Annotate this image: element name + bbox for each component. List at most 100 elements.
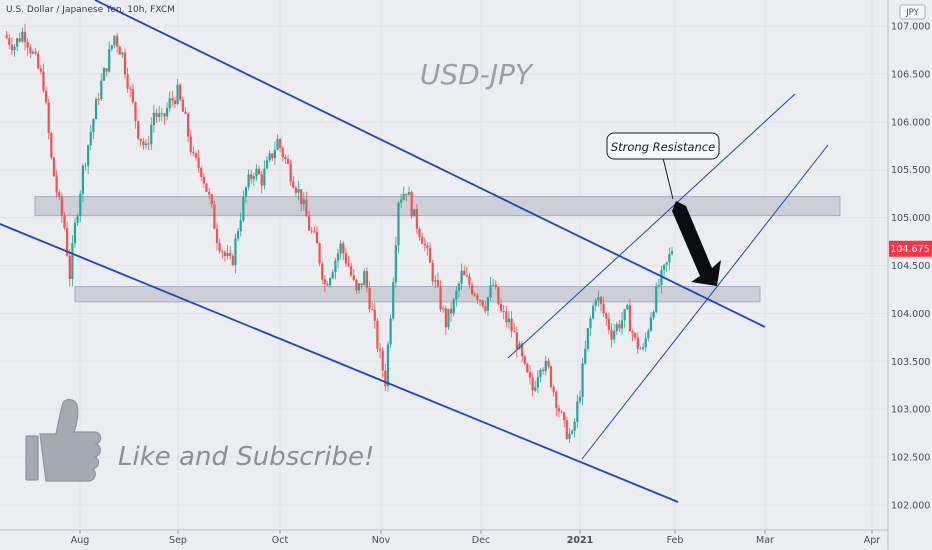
candle-body [263,168,266,186]
candle-body [68,255,71,280]
candle-body [378,348,382,351]
candle-body [300,189,303,205]
upper-channel-line[interactable] [94,0,766,328]
candle-body [137,121,140,139]
candle-body [570,430,574,434]
candle-body [189,136,192,152]
candle-body [205,183,208,192]
lower-channel-line[interactable] [0,223,679,503]
candle-body [565,420,568,439]
candle-body [520,343,524,357]
time-tick-label: Sep [169,535,187,546]
currency-badge-box[interactable] [899,4,926,20]
candle-body [160,113,163,115]
candle-body [289,163,292,182]
price-zone[interactable] [34,196,841,217]
rising-channel-lower[interactable] [581,144,829,460]
price-tick-label: 105.500 [891,165,930,176]
candle-body [58,192,61,197]
candle-body [513,331,516,333]
candle-body [457,283,461,291]
candle-body [223,252,227,257]
candle-body [92,119,95,133]
time-tick-label: Nov [372,535,391,546]
candle-body [236,231,240,239]
candle-body [436,280,440,287]
callout-box [606,132,720,160]
candle-body [234,238,237,265]
symbol-label[interactable]: U.S. Dollar / Japanese Yen, 10h, FXCM [6,5,175,15]
candle-body [597,297,600,301]
candle-body [544,360,547,372]
candle-body [163,113,166,117]
candle-body [373,309,376,321]
candle-body [250,174,253,179]
candle-body [105,68,108,72]
candle-body [231,255,234,265]
candle-body [394,245,397,283]
time-tick-label: Apr [864,535,881,546]
currency-badge: JPY [905,8,919,18]
candlestick-series [5,23,674,443]
candle-body [152,112,156,126]
candle-body [402,193,405,200]
strong-resistance-callout[interactable]: Strong Resistance [606,132,720,200]
candle-body [139,138,142,142]
candle-body [581,363,584,397]
price-tick-label: 106.500 [891,69,930,80]
candle-body [84,165,87,167]
candle-body [615,324,618,332]
price-axis[interactable] [888,0,932,530]
candle-body [670,251,674,255]
candle-body [568,433,571,439]
candle-body [76,216,79,223]
candle-body [665,262,668,265]
candle-body [239,220,242,232]
candle-body [115,35,119,47]
candle-body [428,248,432,263]
candle-body [613,331,616,340]
candle-body [184,111,187,114]
candle-body [410,192,413,217]
candle-body [618,324,621,329]
candle-body [5,35,8,39]
watermark-title: USD-JPY [420,58,534,91]
candle-body [73,222,77,244]
candle-body [526,363,529,373]
candle-body [89,132,92,146]
price-zone[interactable] [74,286,761,303]
candle-body [331,272,334,279]
candle-body [578,396,582,402]
candle-body [339,243,342,254]
candle-body [55,176,58,193]
candle-body [471,285,474,294]
candle-body [397,202,400,246]
candle-body [210,194,213,205]
candle-body [334,260,337,273]
candle-body [400,199,403,203]
candle-body [87,145,90,166]
candle-body [168,98,171,109]
rising-channel-upper[interactable] [507,93,796,359]
candle-body [302,199,305,205]
candle-body [79,193,82,217]
candle-body [607,318,610,330]
price-tick-label: 104.000 [891,309,930,320]
candle-body [108,49,111,72]
candle-body [592,305,595,319]
downward-arrow-icon [672,201,721,286]
candle-body [371,308,374,310]
candle-body [355,279,358,291]
candle-body [158,113,161,117]
candle-body [347,263,350,267]
thumbs-up-icon [25,398,102,482]
candle-body [276,138,279,150]
candle-body [392,282,395,319]
candle-body [636,337,639,349]
candle-body [368,287,371,309]
candle-body [447,308,450,328]
candle-body [376,320,379,349]
price-tick-label: 103.000 [891,405,930,416]
